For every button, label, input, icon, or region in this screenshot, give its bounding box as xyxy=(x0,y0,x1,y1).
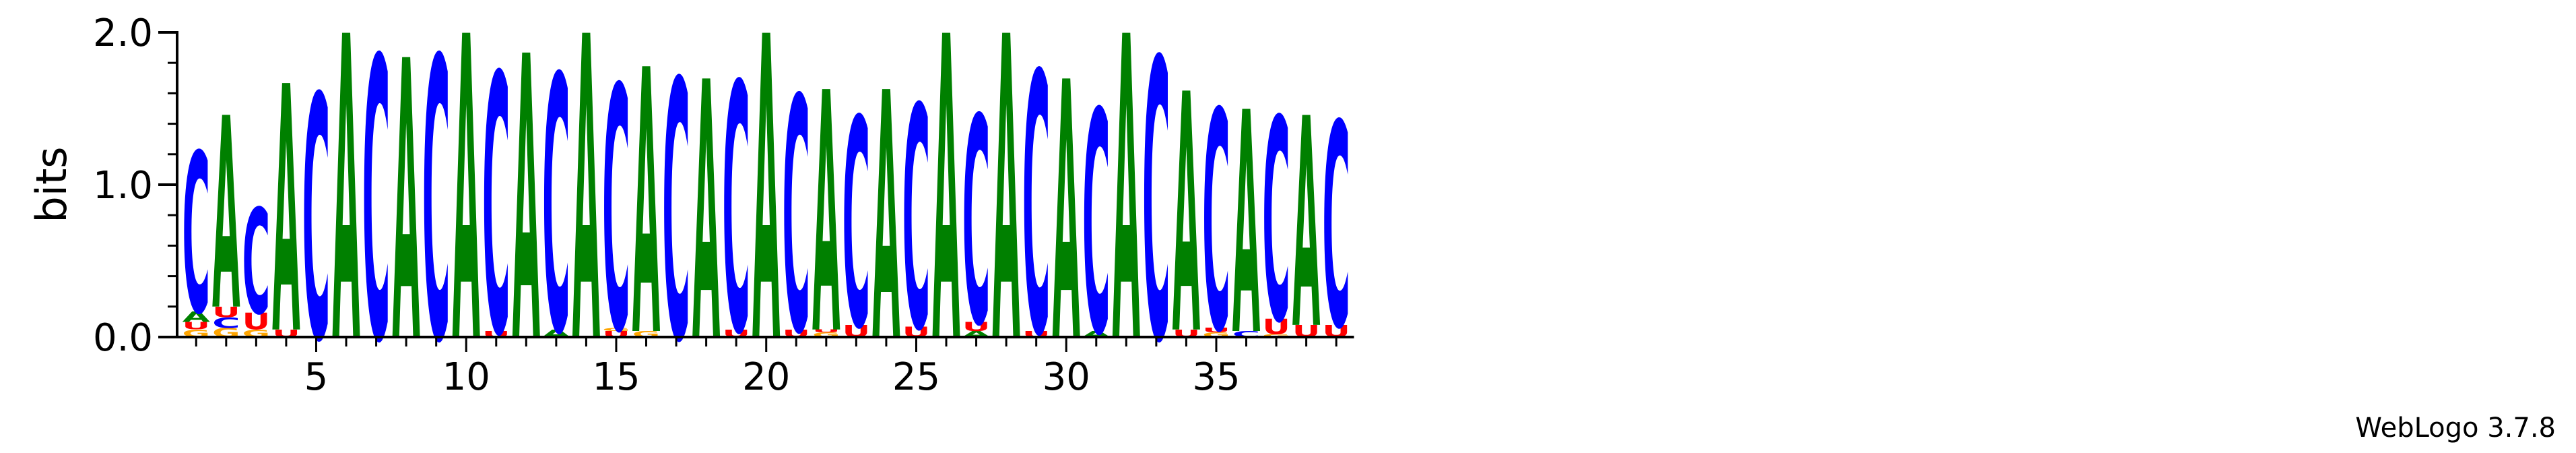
logo-column: GUC xyxy=(1202,49,1230,398)
logo-column: A xyxy=(992,0,1020,436)
logo-letter-U: U xyxy=(183,320,210,332)
logo-letter-C: C xyxy=(302,28,330,417)
logo-column: GUC xyxy=(242,179,270,346)
logo-letter-C: C xyxy=(482,3,510,415)
logo-column: UC xyxy=(1022,0,1050,415)
logo-column: A xyxy=(932,0,960,436)
logo-letter-A: A xyxy=(332,0,360,436)
logo-letter-A: A xyxy=(932,0,960,436)
logo-letter-C: C xyxy=(212,314,240,332)
logo-letter-C: C xyxy=(422,0,450,428)
logo-column: C xyxy=(1142,0,1170,428)
x-tick-label: 35 xyxy=(1192,355,1240,399)
logo-letter-C: C xyxy=(362,0,390,428)
logo-letter-C: C xyxy=(1082,48,1110,403)
logo-letter-A: A xyxy=(1232,48,1261,403)
logo-column: C xyxy=(302,28,330,417)
logo-letter-A: A xyxy=(513,0,541,429)
logo-letter-G: G xyxy=(812,332,840,339)
logo-letter-C: C xyxy=(242,179,270,346)
logo-letter-C: C xyxy=(1262,62,1290,385)
logo-column: A xyxy=(692,9,721,421)
logo-column: UC xyxy=(482,3,510,415)
logo-letter-A: A xyxy=(572,0,601,436)
y-axis-label: bits xyxy=(27,146,76,222)
y-axis-ticks: 0.0 1.0 2.0 xyxy=(93,11,177,360)
logo-letter-C: C xyxy=(183,108,210,363)
logo-letter-G: G xyxy=(602,327,630,332)
x-tick-label: 10 xyxy=(442,355,490,399)
logo-letter-U: U xyxy=(1202,327,1230,334)
logo-letter-A: A xyxy=(183,308,210,326)
logo-column: GUA xyxy=(812,24,840,408)
axes-layer: 0.0 1.0 2.0 5 10 15 20 25 30 35 bits xyxy=(27,11,1354,399)
logo-letter-A: A xyxy=(452,0,480,436)
logo-column: A xyxy=(1052,9,1080,421)
logo-column: GA xyxy=(632,0,661,417)
logo-column: UA xyxy=(272,17,300,410)
logo-letter-A: A xyxy=(872,22,900,418)
logo-letter-A: A xyxy=(812,24,840,408)
logo-column: UC xyxy=(783,32,810,406)
logo-letter-C: C xyxy=(783,32,810,406)
logo-column: CA xyxy=(1232,48,1261,403)
logo-column: GUC xyxy=(1262,62,1290,385)
logo-letter-A: A xyxy=(212,62,240,369)
x-tick-label: 25 xyxy=(892,355,940,399)
logo-column: A xyxy=(513,0,541,429)
x-tick-label: 20 xyxy=(742,355,790,399)
logo-column: A xyxy=(1113,0,1141,436)
x-tick-label: 15 xyxy=(592,355,640,399)
logo-column: C xyxy=(362,0,390,428)
logo-letter-A: A xyxy=(632,0,661,417)
x-axis-ticks: 5 10 15 20 25 30 35 xyxy=(195,337,1337,399)
logo-letter-A: A xyxy=(692,9,721,421)
weblogo-credit: WebLogo 3.7.8 xyxy=(2355,413,2556,444)
logo-letter-A: A xyxy=(752,0,781,436)
logo-letter-A: A xyxy=(392,0,420,428)
logo-column: AC xyxy=(1082,48,1111,403)
logo-column: A xyxy=(752,0,781,436)
logo-letter-C: C xyxy=(722,13,750,410)
logo-letter-A: A xyxy=(272,17,300,410)
logo-letter-C: C xyxy=(1022,0,1050,415)
x-tick-label: 30 xyxy=(1043,355,1090,399)
logo-letter-U: U xyxy=(242,308,270,335)
logo-column: AUC xyxy=(962,58,991,389)
y-tick-label: 0.0 xyxy=(93,316,153,360)
logo-letter-A: A xyxy=(1052,9,1080,421)
logo-column: UA xyxy=(1173,26,1201,407)
logo-column: A xyxy=(452,0,480,436)
logo-column: UC xyxy=(722,13,750,410)
logo-column: A xyxy=(332,0,360,436)
logo-letter-U: U xyxy=(1262,315,1290,340)
logo-letter-U: U xyxy=(812,329,840,334)
logo-letter-U: U xyxy=(212,303,240,321)
logo-letter-C: C xyxy=(1142,0,1170,428)
logo-letter-C: C xyxy=(962,58,990,389)
logo-column: C xyxy=(662,9,690,421)
logo-letter-C: C xyxy=(542,5,570,413)
y-tick-label: 2.0 xyxy=(93,11,153,55)
logo-column: C xyxy=(422,0,450,428)
x-tick-label: 5 xyxy=(304,355,329,399)
y-tick-label: 1.0 xyxy=(93,164,153,208)
logo-column: UC xyxy=(902,43,930,398)
logo-letter-G: G xyxy=(1202,332,1230,339)
logo-column: A xyxy=(572,0,601,436)
logo-letter-A: A xyxy=(1173,26,1201,407)
logo-letter-U: U xyxy=(962,320,990,334)
logo-column: A xyxy=(872,22,900,418)
logo-letter-C: C xyxy=(662,9,690,421)
logo-column: AC xyxy=(542,5,570,413)
logo-letter-A: A xyxy=(1113,0,1141,436)
logo-column: A xyxy=(392,0,420,428)
logo-letter-A: A xyxy=(992,0,1020,436)
